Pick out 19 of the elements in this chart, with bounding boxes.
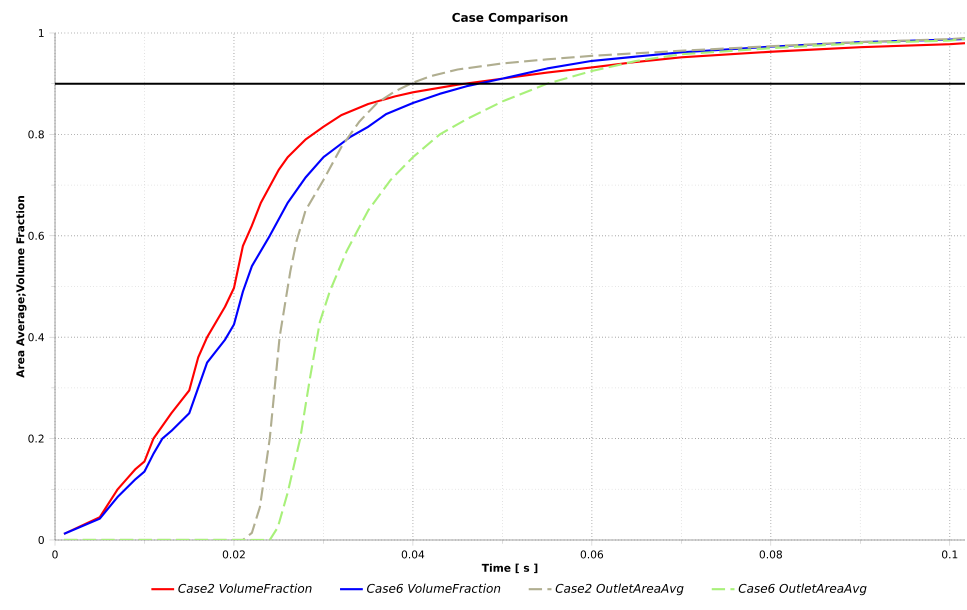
x-tick-label: 0.1 [942,550,958,558]
legend-label: Case2 OutletAreaAvg [556,584,684,596]
x-tick-label: 0.06 [580,550,604,558]
x-tick-label: 0.04 [402,550,424,558]
y-tick-label: 0.2 [28,434,44,443]
y-tick-label: 1 [38,29,44,37]
y-tick-label: 0 [38,536,44,544]
legend-label: Case6 VolumeFraction [367,584,500,593]
y-tick-label: 0.6 [28,232,44,240]
y-tick-label: 0.8 [28,130,44,138]
legend-label: Case6 OutletAreaAvg [738,584,867,596]
y-tick-label: 0.4 [28,333,44,342]
x-tick-label: 0 [52,550,58,558]
x-tick-label: 0.08 [760,550,782,558]
chart-title: Case Comparison [452,12,568,24]
legend-label: Case2 VolumeFraction [178,584,312,593]
y-axis-title: Area Average;Volume Fraction [16,196,26,378]
x-tick-label: 0.02 [222,550,245,558]
x-axis-title: Time [ s ] [482,564,538,574]
